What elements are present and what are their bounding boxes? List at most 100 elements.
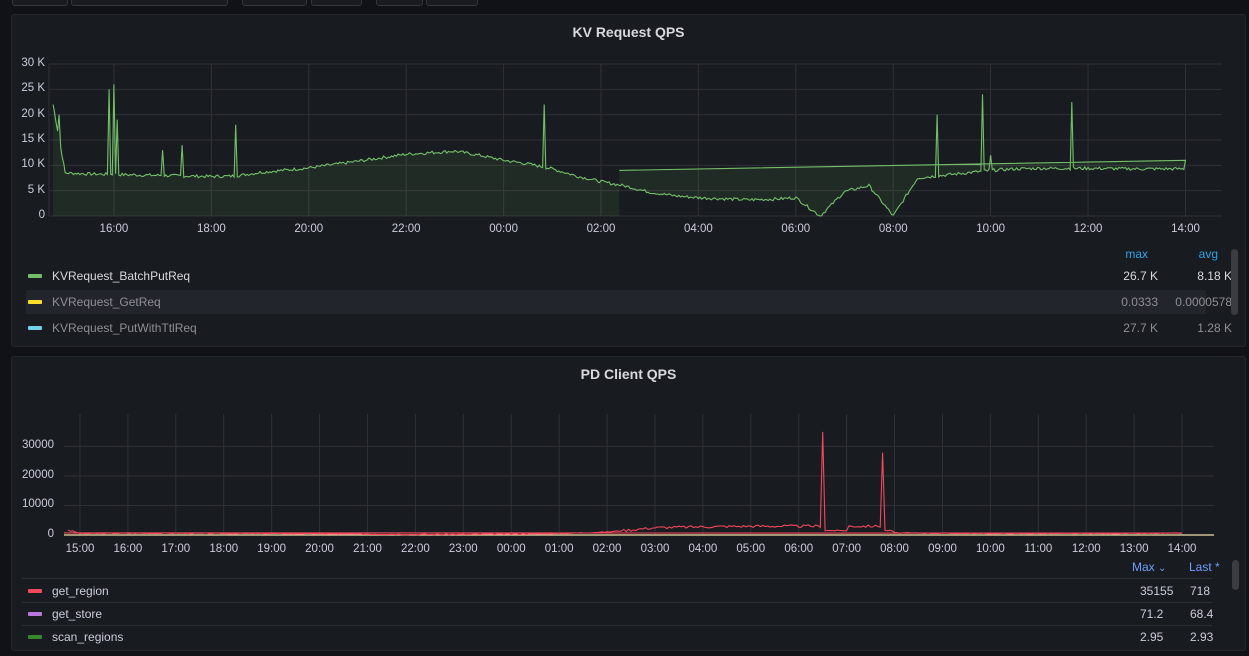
x-tick-label: 16:00: [113, 543, 143, 555]
toolbar-button[interactable]: [242, 0, 307, 6]
x-tick-label: 13:00: [1119, 543, 1149, 555]
legend-label: KVRequest_GetReq: [52, 295, 161, 309]
series-color-swatch: [28, 326, 42, 330]
series-color-swatch: [28, 589, 42, 593]
x-tick-label: 11:00: [1024, 543, 1053, 555]
legend-max-value: 26.7 K: [1123, 269, 1158, 283]
x-tick-label: 19:00: [257, 543, 287, 555]
series-color-swatch: [28, 300, 42, 304]
divider: [22, 602, 1212, 603]
legend-header-last[interactable]: Last *: [1189, 560, 1220, 574]
y-tick-label: 0: [38, 209, 45, 221]
legend-item-get-region[interactable]: get_region: [22, 579, 1202, 603]
y-tick-label: 0: [47, 528, 54, 540]
x-tick-label: 10:00: [975, 543, 1005, 555]
legend-item-putwithttlreq[interactable]: KVRequest_PutWithTtlReq: [22, 316, 1202, 340]
y-tick-label: 20 K: [21, 107, 45, 120]
x-tick-label: 02:00: [586, 223, 616, 235]
x-tick-label: 22:00: [391, 223, 421, 235]
legend-label: get_region: [52, 584, 109, 598]
graph-area[interactable]: [12, 357, 1247, 652]
panel-title[interactable]: KV Request QPS: [572, 24, 685, 40]
x-tick-label: 04:00: [688, 543, 718, 555]
y-tick-label: 20000: [22, 468, 54, 481]
legend-last-value: 718: [1190, 584, 1211, 598]
panel-title[interactable]: PD Client QPS: [580, 366, 677, 382]
legend-header-avg[interactable]: avg: [1198, 247, 1218, 261]
y-tick-label: 15 K: [21, 133, 45, 145]
y-tick-label: 30000: [22, 439, 54, 452]
toolbar-dropdown[interactable]: [71, 0, 228, 6]
x-tick-label: 21:00: [353, 543, 382, 555]
x-tick-label: 20:00: [305, 543, 334, 555]
toolbar-button[interactable]: [426, 0, 478, 6]
legend-header-max[interactable]: Max ⌄: [1132, 560, 1174, 574]
x-tick-label: 18:00: [196, 223, 226, 235]
x-tick-label: 12:00: [1073, 223, 1103, 235]
legend-scrollbar[interactable]: [1232, 560, 1239, 590]
x-tick-label: 18:00: [209, 543, 239, 555]
x-tick-label: 12:00: [1071, 543, 1101, 555]
legend-label: scan_regions: [52, 630, 124, 644]
legend-avg-value: 8.18 K: [1197, 269, 1232, 283]
legend-item-get-store[interactable]: get_store: [22, 602, 1202, 626]
legend-item-scan-regions[interactable]: scan_regions: [22, 625, 1202, 649]
legend-header-max[interactable]: max: [1125, 247, 1148, 261]
x-tick-label: 17:00: [161, 543, 191, 555]
y-tick-label: 25 K: [21, 82, 45, 95]
x-tick-label: 15:00: [65, 543, 95, 555]
x-tick-label: 08:00: [878, 223, 908, 235]
sort-descending-icon: ⌄: [1158, 563, 1167, 574]
series-color-swatch: [28, 612, 42, 616]
legend-max-value: 0.0333: [1121, 295, 1158, 309]
x-tick-label: 06:00: [784, 543, 814, 555]
x-tick-label: 22:00: [400, 543, 430, 555]
x-tick-label: 14:00: [1167, 543, 1197, 555]
x-tick-label: 10:00: [976, 223, 1006, 235]
legend-last-value: 68.4: [1190, 607, 1214, 621]
legend-avg-value: 0.0000578: [1175, 295, 1232, 309]
y-tick-label: 30 K: [21, 57, 45, 69]
series-color-swatch: [28, 274, 42, 278]
x-tick-label: 09:00: [928, 543, 957, 555]
x-tick-label: 04:00: [684, 223, 713, 235]
series-color-swatch: [28, 635, 42, 639]
legend-max-value: 71.2: [1140, 607, 1164, 621]
panel-pd-client-qps: PD Client QPS 30000 20000 10000 0 15:00 16:0…: [11, 356, 1246, 651]
legend-item-batchputreq[interactable]: KVRequest_BatchPutReq: [22, 264, 1202, 288]
toolbar-button[interactable]: [311, 0, 362, 6]
legend-last-value: 2.93: [1190, 630, 1214, 644]
divider: [22, 578, 1212, 579]
toolbar-button[interactable]: [376, 0, 423, 6]
legend-avg-value: 1.28 K: [1197, 321, 1232, 335]
x-tick-label: 03:00: [640, 543, 670, 555]
legend-label: get_store: [52, 607, 103, 621]
x-tick-label: 00:00: [496, 543, 526, 555]
graph-area[interactable]: [12, 15, 1247, 348]
legend-item-getreq[interactable]: KVRequest_GetReq: [26, 290, 1206, 314]
legend-label: KVRequest_PutWithTtlReq: [52, 321, 197, 335]
x-tick-label: 02:00: [592, 543, 622, 555]
legend-max-value: 2.95: [1140, 630, 1164, 644]
x-tick-label: 06:00: [781, 223, 811, 235]
legend-scrollbar[interactable]: [1231, 249, 1238, 315]
x-tick-label: 00:00: [489, 223, 518, 235]
x-tick-label: 05:00: [736, 543, 766, 555]
legend-header-label: Max: [1132, 560, 1155, 574]
y-tick-label: 10 K: [21, 158, 45, 171]
x-tick-label: 07:00: [832, 543, 862, 555]
x-tick-label: 08:00: [880, 543, 909, 555]
y-tick-label: 10000: [22, 498, 54, 511]
x-tick-label: 20:00: [294, 223, 324, 235]
x-tick-label: 16:00: [99, 223, 129, 235]
x-tick-label: 01:00: [544, 543, 574, 555]
legend-max-value: 27.7 K: [1123, 321, 1158, 335]
divider: [22, 625, 1212, 626]
legend-max-value: 35155: [1140, 584, 1174, 598]
y-tick-label: 5 K: [27, 183, 45, 196]
toolbar-button[interactable]: [12, 0, 68, 6]
legend-label: KVRequest_BatchPutReq: [52, 269, 191, 283]
x-tick-label: 14:00: [1171, 223, 1200, 235]
x-tick-label: 23:00: [448, 543, 478, 555]
